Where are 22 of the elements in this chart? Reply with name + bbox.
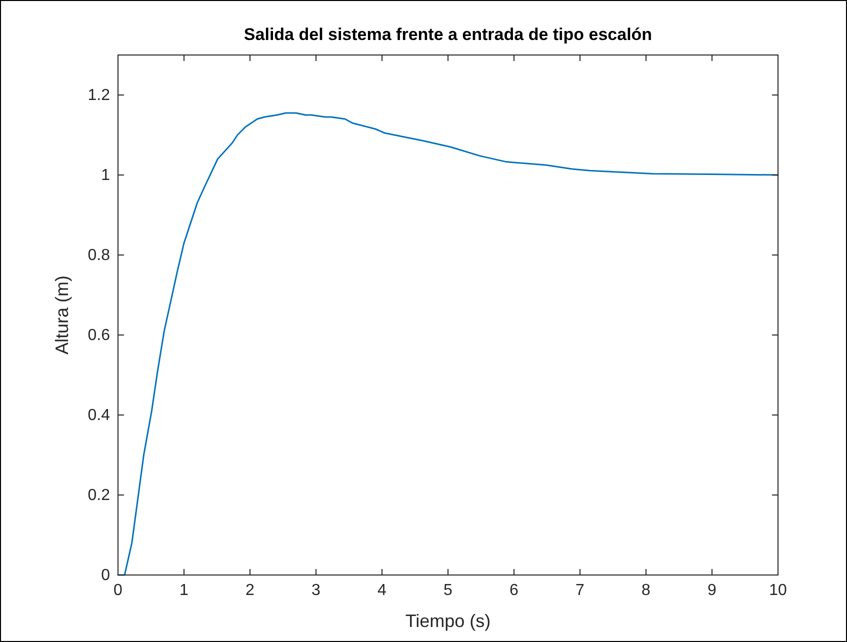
y-tick-label: 1.2 [88,87,110,104]
x-tick-label: 0 [114,582,123,599]
x-tick-label: 10 [769,582,787,599]
x-tick-label: 6 [510,582,519,599]
y-tick-label: 0.6 [88,327,110,344]
x-tick-label: 4 [378,582,387,599]
y-tick-label: 0 [101,567,110,584]
x-tick-label: 9 [708,582,717,599]
y-tick-label: 0.8 [88,247,110,264]
y-tick-label: 0.4 [88,407,110,424]
x-tick-label: 8 [642,582,651,599]
x-axis-title: Tiempo (s) [405,611,491,631]
y-axis-title: Altura (m) [52,275,72,355]
x-tick-label: 2 [246,582,255,599]
x-tick-label: 3 [312,582,321,599]
y-tick-label: 0.2 [88,487,110,504]
x-tick-label: 5 [444,582,453,599]
x-tick-label: 1 [180,582,189,599]
line-series [117,112,779,576]
y-tick-label: 1 [101,167,110,184]
chart-title: Salida del sistema frente a entrada de tipo escalón [244,25,652,44]
x-tick-label: 7 [576,582,585,599]
